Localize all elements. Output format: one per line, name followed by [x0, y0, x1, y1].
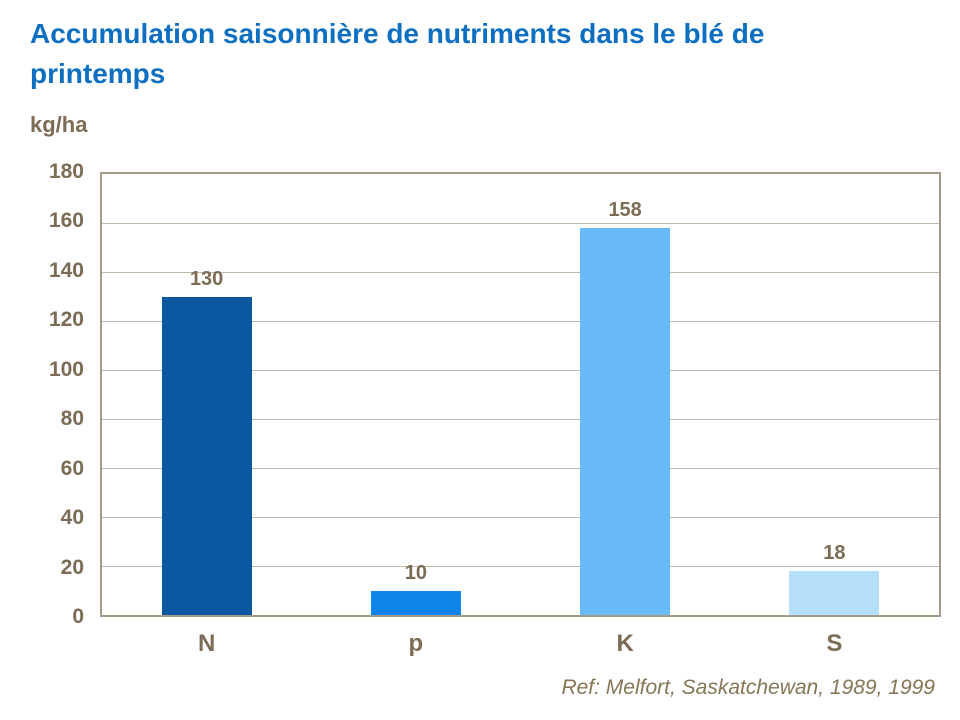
bar-N: [161, 296, 252, 615]
gridline-100: [102, 370, 939, 371]
x-tick-label-K: K: [616, 630, 634, 657]
value-label-p: 10: [404, 561, 427, 584]
x-tick-label-S: S: [826, 630, 843, 657]
bar-S: [789, 570, 880, 615]
y-tick-label-40: 40: [60, 506, 84, 530]
y-tick-label-140: 140: [48, 258, 84, 282]
gridline-160: [102, 223, 939, 224]
bar-p: [370, 590, 461, 615]
y-tick-label-20: 20: [60, 555, 84, 579]
y-tick-label-0: 0: [72, 605, 84, 628]
gridline-140: [102, 272, 939, 273]
chart-title: Accumulation saisonnière de nutriments d…: [30, 18, 765, 89]
gridline-20: [102, 566, 939, 567]
x-tick-label-N: N: [197, 630, 216, 657]
plot-area: 130 10 158 18: [100, 172, 941, 617]
gridline-80: [102, 419, 939, 420]
reference-text: Ref: Melfort, Saskatchewan, 1989, 1999: [561, 676, 935, 699]
bar-K: [580, 227, 671, 615]
y-tick-label-80: 80: [60, 407, 84, 431]
x-tick-label-p: p: [408, 630, 424, 657]
y-axis-unit-label: kg/ha: [30, 112, 88, 137]
gridline-40: [102, 517, 939, 518]
y-axis: 0 20 40 60 80 100 120 140 160 180: [0, 160, 84, 628]
y-tick-label-160: 160: [48, 209, 84, 233]
gridline-60: [102, 468, 939, 469]
y-tick-label-60: 60: [60, 456, 84, 480]
y-tick-label-100: 100: [48, 357, 84, 381]
y-tick-label-120: 120: [48, 308, 84, 332]
gridline-120: [102, 321, 939, 322]
value-label-S: 18: [823, 541, 846, 564]
value-label-K: 158: [608, 198, 642, 221]
y-tick-label-180: 180: [48, 160, 84, 183]
value-label-N: 130: [189, 267, 224, 290]
